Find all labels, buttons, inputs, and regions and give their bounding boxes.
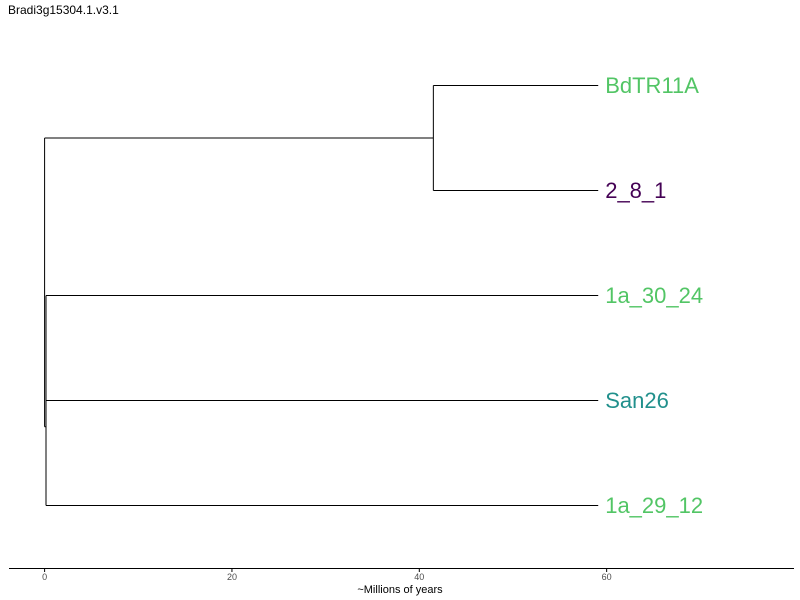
leaf-label-san26: San26 xyxy=(605,388,669,413)
x-tick-label-60: 60 xyxy=(602,572,612,582)
x-axis-ticks: 0 20 40 60 xyxy=(42,568,612,582)
leaf-labels: BdTR11A 2_8_1 1a_30_24 San26 1a_29_12 xyxy=(605,73,703,518)
x-axis-title: ~Millions of years xyxy=(357,584,443,596)
x-tick-label-20: 20 xyxy=(227,572,237,582)
leaf-label-bdtr11a: BdTR11A xyxy=(605,73,699,98)
x-axis: 0 20 40 60 ~Millions of years xyxy=(9,568,794,596)
x-tick-label-40: 40 xyxy=(414,572,424,582)
leaf-label-2-8-1: 2_8_1 xyxy=(605,178,666,203)
page-title: Bradi3g15304.1.v3.1 xyxy=(8,3,119,17)
leaf-label-1a-29-12: 1a_29_12 xyxy=(605,493,703,518)
x-tick-label-0: 0 xyxy=(42,572,47,582)
leaf-label-1a-30-24: 1a_30_24 xyxy=(605,283,703,308)
tree-branches xyxy=(44,85,599,506)
